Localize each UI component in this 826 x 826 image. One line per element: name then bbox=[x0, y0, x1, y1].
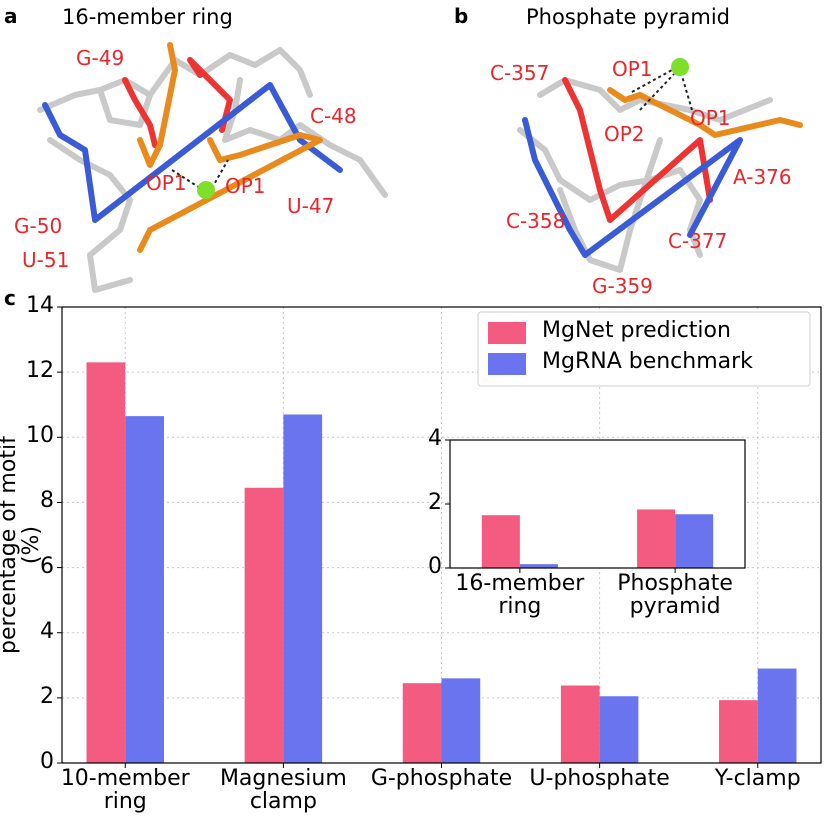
bar bbox=[402, 683, 442, 763]
bar bbox=[244, 487, 284, 763]
bar bbox=[637, 509, 676, 568]
x-tick-label: U-phosphate bbox=[529, 766, 670, 791]
bar bbox=[283, 414, 323, 763]
bar bbox=[599, 696, 639, 763]
atom-label: OP1 bbox=[225, 174, 266, 198]
bar bbox=[125, 416, 164, 763]
bar bbox=[719, 700, 758, 763]
panel-letter: b bbox=[454, 4, 469, 28]
panel-title: 16-member ring bbox=[62, 5, 233, 29]
atom-label: OP1 bbox=[690, 106, 731, 130]
y-tick-label: 6 bbox=[40, 553, 54, 579]
y-tick-label: 4 bbox=[40, 618, 54, 644]
legend-label: MgRNA benchmark bbox=[542, 349, 753, 374]
residue-label: U-47 bbox=[287, 194, 335, 218]
y-tick-label: 4 bbox=[428, 426, 442, 451]
bar bbox=[560, 685, 600, 763]
y-tick-label: 0 bbox=[40, 749, 54, 774]
y-tick-label: 2 bbox=[40, 683, 54, 709]
x-tick-label: Y-clamp bbox=[714, 766, 801, 791]
bar bbox=[86, 362, 126, 763]
bar bbox=[519, 564, 558, 568]
y-axis-label: percentage of motif (%) bbox=[0, 436, 44, 654]
residue-label: C-377 bbox=[668, 229, 728, 253]
legend-swatch bbox=[488, 322, 526, 344]
y-tick-label: 0 bbox=[428, 554, 442, 579]
x-tick-label: 10-member ring bbox=[60, 766, 190, 815]
x-tick-label: G-phosphate bbox=[370, 766, 513, 791]
residue-label: C-358 bbox=[506, 209, 566, 233]
y-tick-label: 14 bbox=[26, 293, 54, 318]
axes-frame bbox=[449, 439, 746, 569]
residue-label: U-51 bbox=[22, 248, 70, 272]
residue-label: C-357 bbox=[490, 61, 550, 85]
y-tick-label: 2 bbox=[428, 490, 442, 515]
axes-frame bbox=[61, 306, 822, 764]
x-tick-label: Magnesium clamp bbox=[219, 766, 347, 815]
y-tick-label: 12 bbox=[26, 358, 54, 384]
panel-letter: c bbox=[4, 286, 16, 310]
panel-letter: a bbox=[4, 4, 18, 28]
residue-label: G-49 bbox=[76, 46, 125, 70]
bar bbox=[441, 678, 481, 763]
residue-label: A-376 bbox=[733, 165, 792, 189]
x-tick-label: 16-member ring bbox=[455, 571, 585, 620]
atom-label: OP1 bbox=[146, 171, 187, 195]
residue-label: C-48 bbox=[310, 104, 357, 128]
bar bbox=[757, 668, 797, 763]
panel-title: Phosphate pyramid bbox=[526, 5, 730, 29]
legend-label: MgNet prediction bbox=[542, 318, 731, 343]
legend-swatch bbox=[488, 353, 526, 375]
atom-label: OP2 bbox=[604, 122, 645, 146]
atom-label: OP1 bbox=[612, 57, 653, 81]
y-tick-label: 8 bbox=[40, 488, 54, 514]
x-tick-label: Phosphate pyramid bbox=[617, 571, 733, 620]
bar bbox=[675, 514, 714, 568]
molecule-a bbox=[37, 42, 388, 293]
legend-box bbox=[477, 311, 811, 387]
residue-label: G-50 bbox=[14, 214, 63, 238]
bar bbox=[481, 515, 520, 568]
molecule-b bbox=[517, 58, 803, 273]
residue-label: G-359 bbox=[592, 274, 653, 298]
y-tick-label: 10 bbox=[26, 423, 54, 449]
